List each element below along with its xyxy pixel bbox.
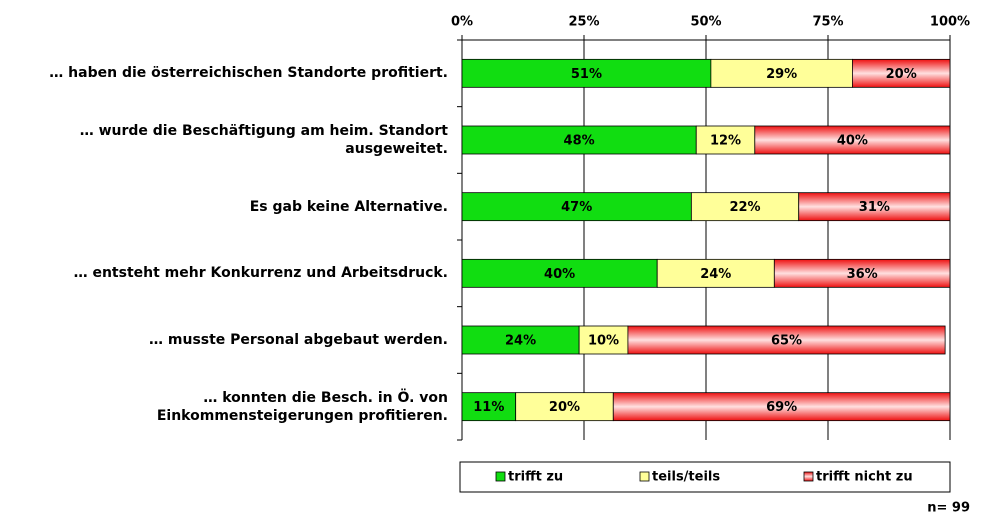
legend-label: trifft nicht zu [816,470,913,485]
category-label: … konnten die Besch. in Ö. von Einkommen… [156,389,448,424]
data-label: 29% [766,67,797,82]
data-label: 20% [886,67,917,82]
bar-segment [695,125,756,155]
x-tick-label: 75% [812,15,843,30]
bar-segment [798,192,951,222]
legend-label: teils/teils [652,470,720,485]
category-label: … wurde die Beschäftigung am heim. Stand… [79,123,448,157]
bar-segment [461,58,712,88]
legend-swatch [639,471,650,482]
bar-segment [461,125,697,155]
data-label: 40% [837,134,868,149]
legend-swatch [803,471,814,482]
category-label: … entsteht mehr Konkurrenz und Arbeitsdr… [73,265,448,282]
data-label: 36% [847,267,878,282]
data-label: 47% [561,200,592,215]
category-label: … haben die österreichischen Standorte p… [49,65,448,82]
data-label: 40% [544,267,575,282]
x-tick-label: 25% [568,15,599,30]
legend-swatch [495,471,506,482]
bar-segment [461,258,658,288]
data-label: 48% [564,134,595,149]
bar-segment [852,58,951,88]
bar-segment [710,58,853,88]
category-label: Es gab keine Alternative. [249,198,448,215]
data-label: 22% [729,200,760,215]
bar-segment [461,192,692,222]
bar-segment [690,192,800,222]
data-label: 65% [771,334,802,349]
data-label: 20% [549,400,580,415]
category-label: … musste Personal abgebaut werden. [149,332,448,348]
x-tick-label: 100% [930,15,970,30]
bar-segment [461,392,517,422]
data-label: 24% [505,334,536,349]
data-label: 24% [700,267,731,282]
x-tick-label: 0% [451,15,473,30]
bar-segment [773,258,951,288]
legend-box [459,461,951,493]
x-tick-label: 50% [690,15,721,30]
data-label: 12% [710,134,741,149]
data-label: 11% [473,400,504,415]
bar-segment [515,392,614,422]
data-label: 69% [766,400,797,415]
bar-segment [656,258,775,288]
legend-label: trifft zu [508,470,563,485]
data-label: 31% [859,200,890,215]
data-label: 51% [571,67,602,82]
bar-segment [612,392,951,422]
bar-segment [461,325,580,355]
bar-segment [754,125,951,155]
bar-segment [578,325,629,355]
bar-segment [627,325,946,355]
annotation: n= 99 [927,501,970,516]
data-label: 10% [588,334,619,349]
